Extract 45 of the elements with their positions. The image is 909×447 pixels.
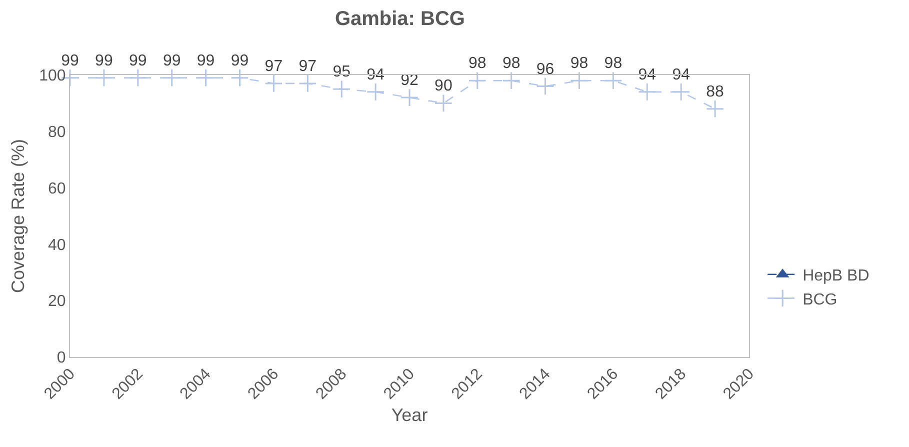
point	[502, 71, 520, 90]
legend-label: HepB BD	[802, 268, 870, 285]
y-tick-label: 80	[48, 124, 66, 141]
point	[128, 68, 148, 87]
point	[468, 71, 487, 90]
data-label: 98	[570, 55, 588, 72]
point	[400, 88, 419, 107]
y-tick-label: 60	[48, 180, 66, 198]
data-label: 97	[264, 58, 283, 75]
point	[434, 94, 453, 112]
y-tick-label: 40	[48, 236, 66, 254]
point	[366, 82, 385, 102]
point	[196, 68, 215, 87]
point	[298, 74, 317, 93]
data-label: 98	[502, 55, 520, 72]
data-label: 99	[230, 52, 249, 70]
point	[672, 82, 690, 102]
data-label: 99	[196, 52, 215, 70]
point	[230, 68, 249, 87]
point	[162, 68, 181, 87]
data-label: 96	[536, 60, 554, 78]
data-label: 99	[129, 52, 147, 70]
x-axis-title: Year	[391, 405, 428, 425]
data-label: 98	[468, 55, 486, 72]
data-label: 88	[706, 83, 724, 100]
point	[332, 80, 351, 98]
y-tick-label: 20	[48, 293, 66, 310]
data-label: 99	[61, 52, 79, 70]
chart-title: Gambia: BCG	[334, 8, 465, 30]
y-tick-label: 100	[39, 68, 66, 85]
y-axis-title: Coverage Rate (%)	[8, 138, 28, 294]
point	[264, 74, 283, 93]
point	[94, 68, 114, 87]
data-label: 97	[298, 58, 317, 75]
point	[638, 82, 656, 102]
point	[706, 100, 724, 118]
point	[604, 71, 622, 90]
data-label: 99	[95, 52, 113, 70]
y-tick-label: 0	[56, 350, 66, 367]
data-label: 99	[162, 52, 181, 70]
point	[536, 77, 554, 96]
point	[570, 71, 588, 90]
data-label: 90	[434, 78, 452, 95]
legend-label: BCG	[802, 291, 838, 308]
data-label: 98	[604, 55, 622, 72]
